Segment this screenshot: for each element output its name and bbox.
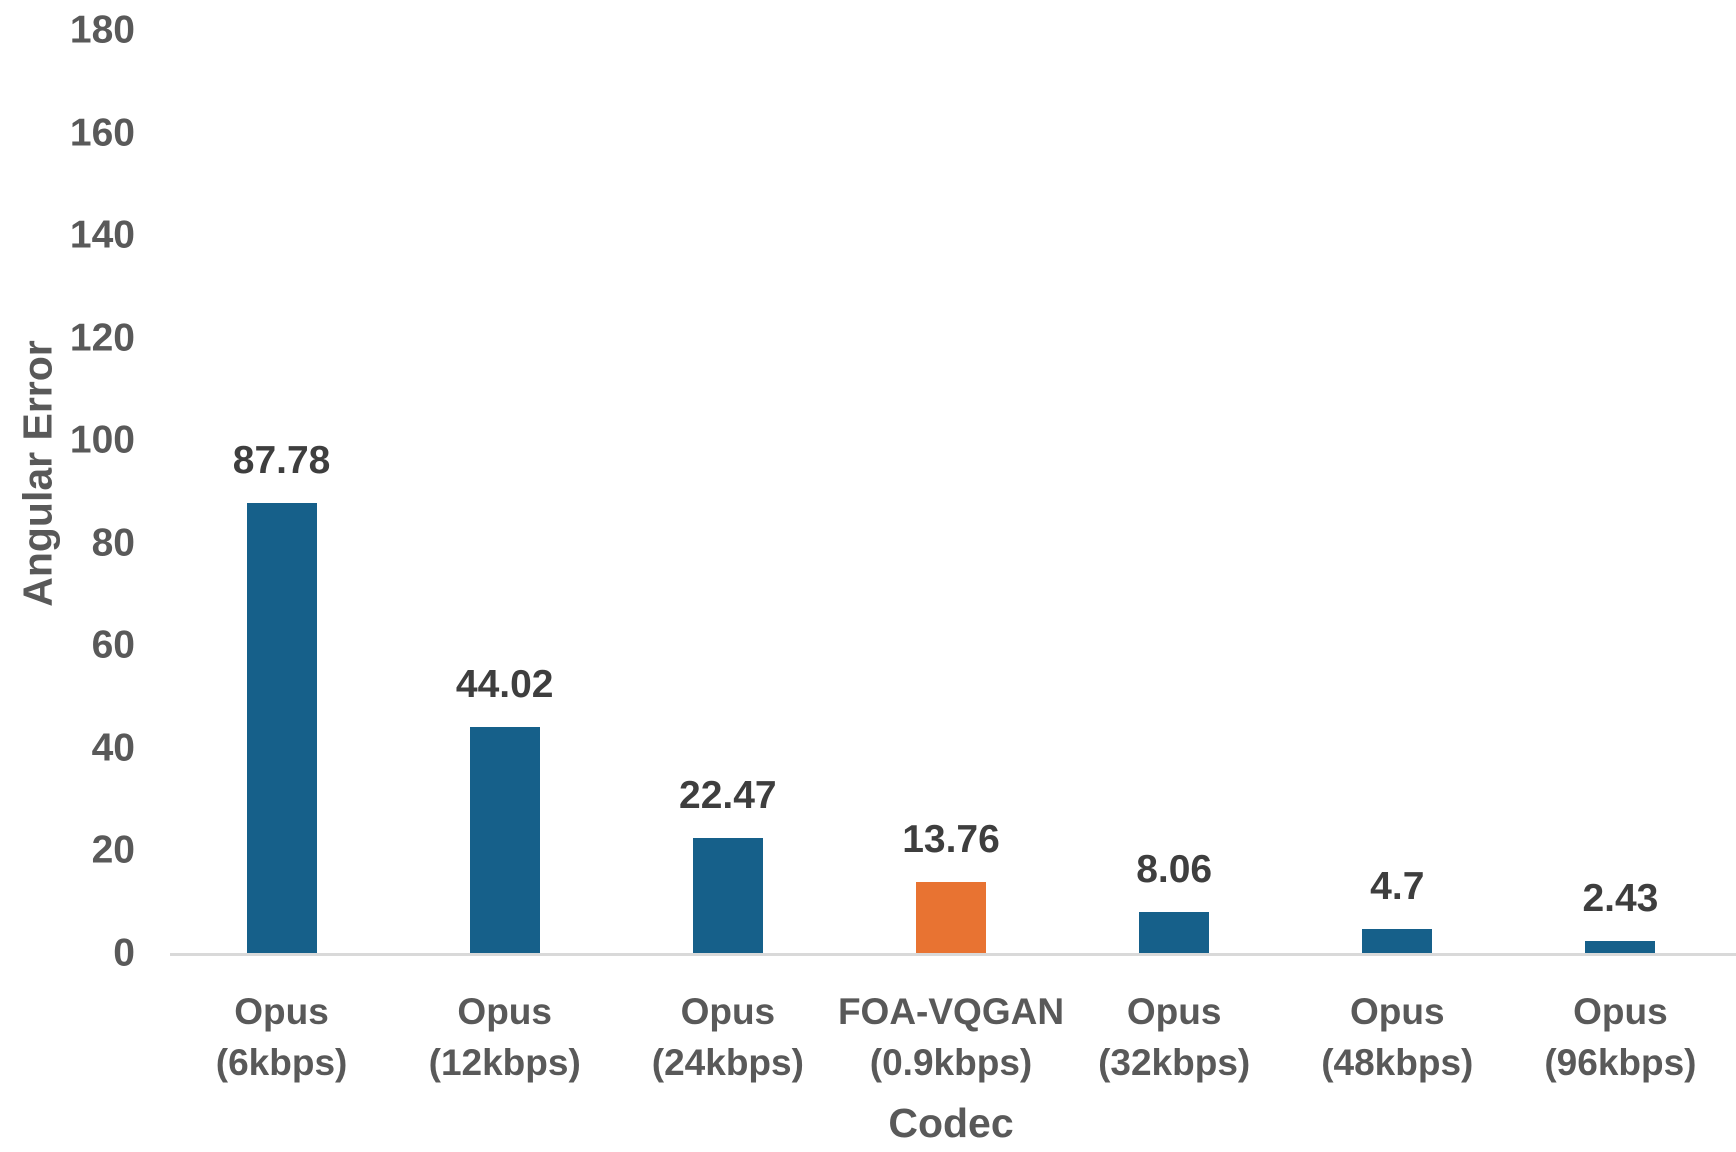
bar-foa-vqgan-0-9kbps <box>916 882 986 953</box>
category-label-opus-6kbps: Opus (6kbps) <box>215 991 348 1083</box>
y-tick-label-40: 40 <box>91 726 135 770</box>
category-label-foa-vqgan-0-9kbps: FOA-VQGAN (0.9kbps) <box>837 991 1065 1083</box>
bar-opus-12kbps <box>469 727 540 953</box>
value-label-opus-6kbps: 87.78 <box>232 438 331 482</box>
y-tick-label-100: 100 <box>69 418 135 462</box>
y-tick-label-180: 180 <box>69 8 135 52</box>
y-tick-label-140: 140 <box>69 213 135 257</box>
y-tick-label-80: 80 <box>91 521 135 565</box>
category-label-opus-32kbps: Opus (32kbps) <box>1098 991 1251 1083</box>
x-axis-line <box>170 953 1736 956</box>
category-label-opus-24kbps: Opus (24kbps) <box>651 991 804 1083</box>
value-label-opus-12kbps: 44.02 <box>455 663 554 707</box>
bar-opus-6kbps <box>246 502 317 953</box>
x-axis-title: Codec <box>888 1100 1014 1146</box>
value-label-opus-32kbps: 8.06 <box>1136 847 1213 891</box>
bar-opus-96kbps <box>1585 940 1656 953</box>
bar-opus-24kbps <box>692 837 763 953</box>
value-label-opus-48kbps: 4.7 <box>1370 864 1425 908</box>
value-label-opus-24kbps: 22.47 <box>679 773 777 817</box>
bar-opus-48kbps <box>1362 928 1433 953</box>
bar-opus-32kbps <box>1139 911 1210 953</box>
y-tick-label-20: 20 <box>91 828 135 872</box>
y-tick-label-120: 120 <box>69 316 135 360</box>
value-label-foa-vqgan-0-9kbps: 13.76 <box>902 818 1000 862</box>
y-tick-label-0: 0 <box>113 931 135 975</box>
y-tick-label-160: 160 <box>69 111 135 155</box>
value-label-opus-96kbps: 2.43 <box>1582 876 1659 920</box>
category-label-opus-48kbps: Opus (48kbps) <box>1321 991 1474 1083</box>
category-label-opus-96kbps: Opus (96kbps) <box>1544 991 1697 1083</box>
category-label-opus-12kbps: Opus (12kbps) <box>428 991 581 1083</box>
y-tick-label-60: 60 <box>91 623 135 667</box>
